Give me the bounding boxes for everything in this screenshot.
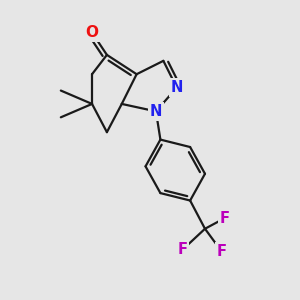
Text: N: N <box>171 80 183 95</box>
Text: F: F <box>216 244 226 259</box>
Text: N: N <box>150 104 162 119</box>
Text: F: F <box>178 242 188 257</box>
Text: F: F <box>219 211 229 226</box>
Text: O: O <box>85 25 98 40</box>
